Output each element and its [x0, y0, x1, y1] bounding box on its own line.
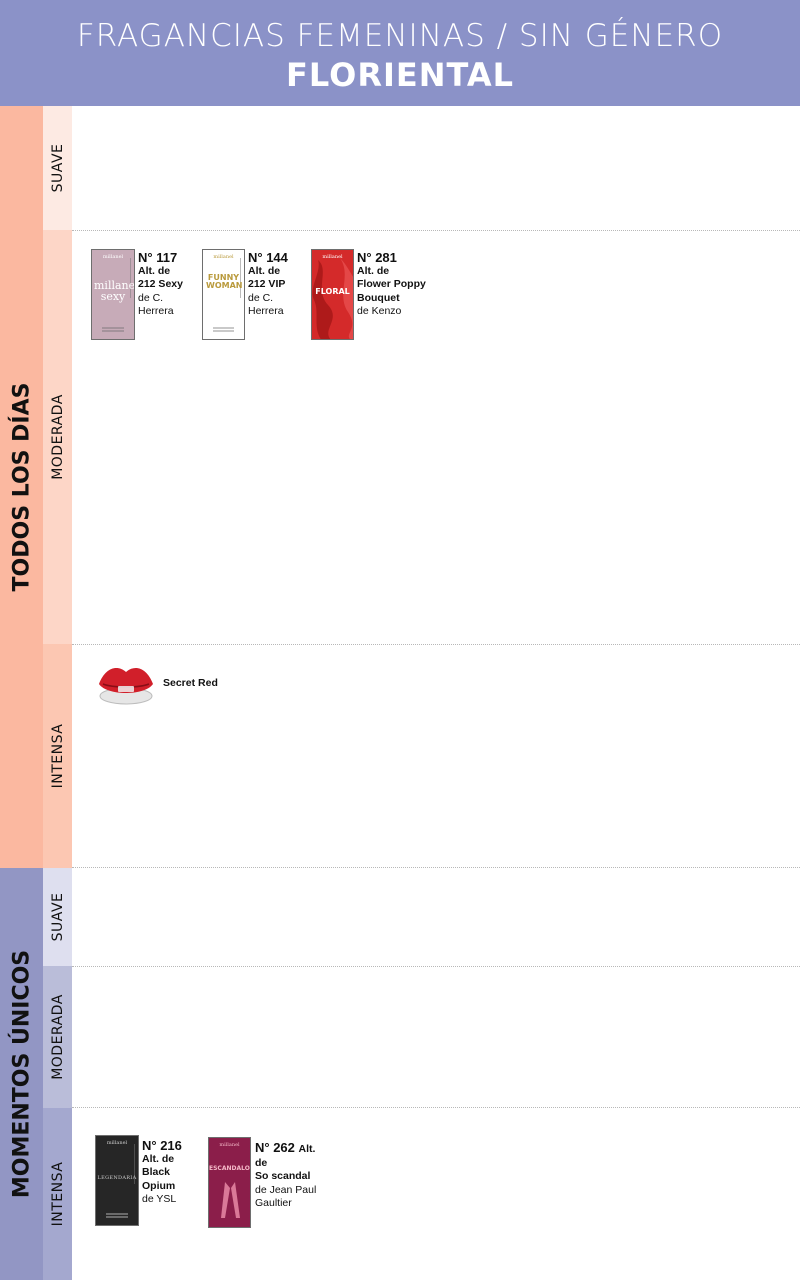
product-number: N° 262 Alt. — [255, 1140, 316, 1155]
row-label: MODERADA — [49, 394, 66, 480]
bottle-brand: millanel — [219, 1142, 240, 1148]
row-todos-suave: SUAVE — [43, 106, 72, 230]
row-divider — [72, 1107, 800, 1108]
bottle-brand: millanel — [213, 254, 234, 260]
row-todos-moderada: MODERADA — [43, 230, 72, 644]
page-title: FLORIENTAL — [286, 56, 514, 94]
perfume-bottle-icon: millanel LEGENDARIA — [95, 1135, 139, 1226]
group-todos-los-dias: TODOS LOS DÍAS — [0, 106, 43, 868]
orig-line: de YSL — [142, 1193, 177, 1205]
product-caption: N° 117 Alt. de 212 Sexy de C. Herrera — [138, 251, 198, 319]
product-caption: N° 262 Alt. de So scandal de Jean Paul G… — [255, 1141, 327, 1211]
perfume-bottle-icon: millanel ESCANDALOSA! — [208, 1137, 251, 1228]
group-label: MOMENTOS ÚNICOS — [9, 949, 34, 1199]
bottle-brand: millanel — [322, 254, 343, 260]
product-card[interactable]: millanel ESCANDALOSA! N° 262 Alt. de So … — [208, 1137, 328, 1229]
product-caption: N° 281 Alt. de Flower Poppy Bouquet de K… — [357, 251, 429, 319]
group-label: TODOS LOS DÍAS — [9, 382, 34, 592]
bottle-brand: millanel — [102, 254, 124, 260]
alt-line: Alt. de — [142, 1152, 175, 1165]
product-card[interactable]: millanel LEGENDARIA N° 216 Alt. de Black… — [95, 1135, 195, 1227]
product-card[interactable]: millanel FLORAL N° 281 Alt. de Flower Po… — [311, 249, 431, 341]
alt-line: de — [255, 1156, 268, 1169]
row-label: INTENSA — [49, 1161, 66, 1227]
number-suffix: Alt. — [298, 1143, 316, 1155]
alt-line: Alt. de — [138, 264, 171, 277]
perfume-bottle-icon: millanel FUNNY WOMAN — [202, 249, 245, 340]
alt-line: 212 Sexy — [138, 278, 183, 290]
orig-line: de C. — [138, 291, 164, 304]
row-divider — [72, 867, 800, 868]
alt-line: Flower Poppy — [357, 278, 426, 290]
alt-line: Alt. de — [357, 264, 390, 277]
red-lips-bottle-icon — [99, 668, 153, 705]
product-number: N° 281 — [357, 250, 397, 265]
product-number: N° 144 — [248, 250, 288, 265]
row-todos-intensa: INTENSA — [43, 644, 72, 868]
orig-line: Gaultier — [255, 1197, 292, 1209]
bottle-name: FLORAL — [315, 287, 350, 296]
alt-line: Opium — [142, 1179, 176, 1192]
bottle-name: LEGENDARIA — [97, 1175, 137, 1181]
row-label: MODERADA — [49, 994, 66, 1080]
legs-decoration — [221, 1182, 240, 1218]
row-divider — [72, 966, 800, 967]
row-label: SUAVE — [49, 143, 66, 193]
group-momentos-unicos: MOMENTOS ÚNICOS — [0, 868, 43, 1280]
perfume-bottle-icon: millanel FLORAL — [311, 249, 354, 340]
product-card[interactable]: millanel millanel sexy N° 117 Alt. de 21… — [91, 249, 191, 341]
product-number: N° 117 — [138, 250, 178, 265]
product-caption: N° 144 Alt. de 212 VIP de C. Herrera — [248, 251, 308, 319]
row-divider — [72, 230, 800, 231]
product-number: N° 216 — [142, 1138, 182, 1153]
perfume-bottle-icon: millanel millanel sexy — [91, 249, 135, 340]
product-card[interactable]: Secret Red — [97, 662, 227, 708]
orig-line: de Kenzo — [357, 305, 402, 317]
orig-line: de C. — [248, 291, 274, 304]
product-card[interactable]: millanel FUNNY WOMAN N° 144 Alt. de 212 … — [202, 249, 302, 341]
alt-line: So scandal — [255, 1170, 311, 1182]
alt-line: Bouquet — [357, 291, 400, 304]
page-subtitle: FRAGANCIAS FEMENINAS / SIN GÉNERO — [76, 18, 724, 54]
product-name: Secret Red — [163, 677, 218, 689]
bottle-brand: millanel — [106, 1140, 128, 1146]
row-momentos-moderada: MODERADA — [43, 966, 72, 1108]
alt-line: 212 VIP — [248, 278, 286, 290]
red-ribbon-decoration — [312, 258, 353, 339]
orig-line: Herrera — [138, 305, 174, 317]
bottle-name: ESCANDALOSA! — [209, 1165, 250, 1172]
bottle-name: FUNNY WOMAN — [206, 273, 243, 290]
bottle-name: millanel sexy — [94, 279, 135, 303]
alt-line: Alt. de — [248, 264, 281, 277]
alt-line: Black — [142, 1166, 171, 1178]
orig-line: de Jean Paul — [255, 1183, 317, 1196]
orig-line: Herrera — [248, 305, 284, 317]
row-label: SUAVE — [49, 892, 66, 942]
row-label: INTENSA — [49, 723, 66, 789]
page-header: FRAGANCIAS FEMENINAS / SIN GÉNERO FLORIE… — [0, 0, 800, 106]
row-momentos-intensa: INTENSA — [43, 1108, 72, 1280]
product-caption: Secret Red — [163, 677, 233, 691]
product-caption: N° 216 Alt. de Black Opium de YSL — [142, 1139, 198, 1207]
row-momentos-suave: SUAVE — [43, 868, 72, 966]
row-divider — [72, 644, 800, 645]
